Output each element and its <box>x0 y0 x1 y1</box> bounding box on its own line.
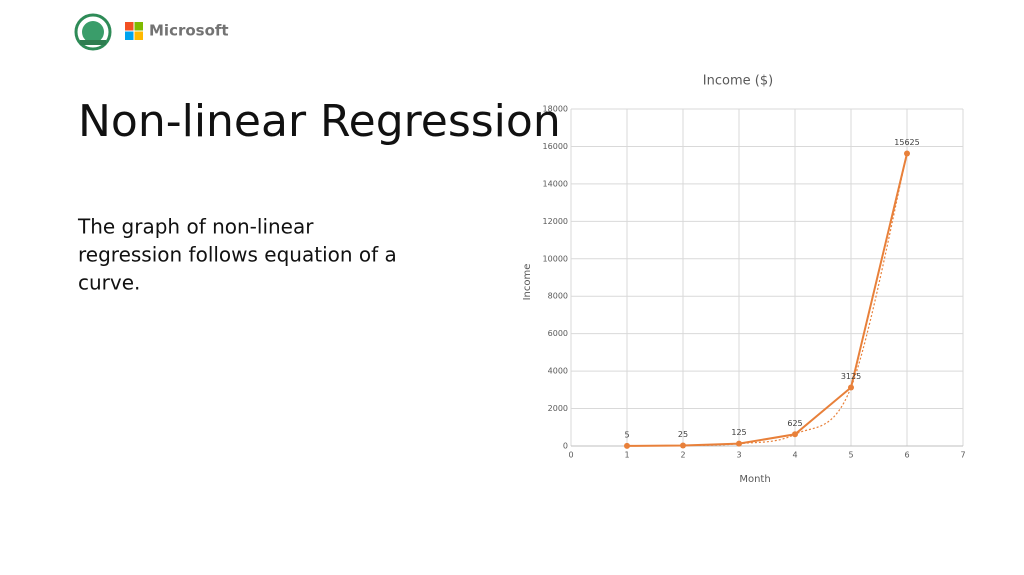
data-label: 5 <box>624 430 629 439</box>
data-point <box>792 431 798 438</box>
data-label: 3125 <box>841 372 861 381</box>
body-line: curve. <box>78 271 140 295</box>
series-line <box>626 153 908 447</box>
data-label: 125 <box>731 428 746 437</box>
data-point <box>736 440 742 447</box>
data-point <box>624 442 630 449</box>
y-tick-label: 14000 <box>543 179 568 188</box>
y-tick-label: 12000 <box>543 217 568 226</box>
trendline <box>626 153 908 447</box>
x-tick-label: 3 <box>736 451 741 460</box>
x-tick-label: 7 <box>960 451 965 460</box>
x-tick-label: 2 <box>680 451 685 460</box>
chart-title: Income ($) <box>703 74 773 89</box>
x-tick-label: 0 <box>568 451 573 460</box>
x-axis-label: Month <box>739 474 770 485</box>
brand-text: Microsoft <box>149 22 229 40</box>
data-label: 25 <box>678 430 688 439</box>
data-label: 15625 <box>894 138 919 147</box>
slide-title: Non-linear Regression <box>78 96 561 147</box>
y-tick-label: 2000 <box>548 404 568 413</box>
x-tick-label: 4 <box>792 451 797 460</box>
body-line: regression follows equation of a <box>78 243 397 267</box>
y-tick-label: 0 <box>563 442 568 451</box>
y-tick-label: 18000 <box>543 105 568 114</box>
y-tick-label: 6000 <box>548 329 568 338</box>
body-line: The graph of non-linear <box>77 215 314 239</box>
microsoft-logo: Microsoft <box>125 22 229 40</box>
emblem <box>74 13 112 51</box>
data-label: 625 <box>787 419 802 428</box>
x-tick-label: 1 <box>624 451 629 460</box>
y-tick-label: 8000 <box>548 292 568 301</box>
y-axis-label: Income <box>522 264 533 301</box>
data-point <box>680 442 686 449</box>
x-tick-label: 6 <box>904 451 909 460</box>
data-point <box>904 150 910 157</box>
y-tick-label: 10000 <box>543 254 568 263</box>
data-point <box>848 384 854 391</box>
x-tick-label: 5 <box>848 451 853 460</box>
y-tick-label: 16000 <box>543 142 568 151</box>
y-tick-label: 4000 <box>548 367 568 376</box>
